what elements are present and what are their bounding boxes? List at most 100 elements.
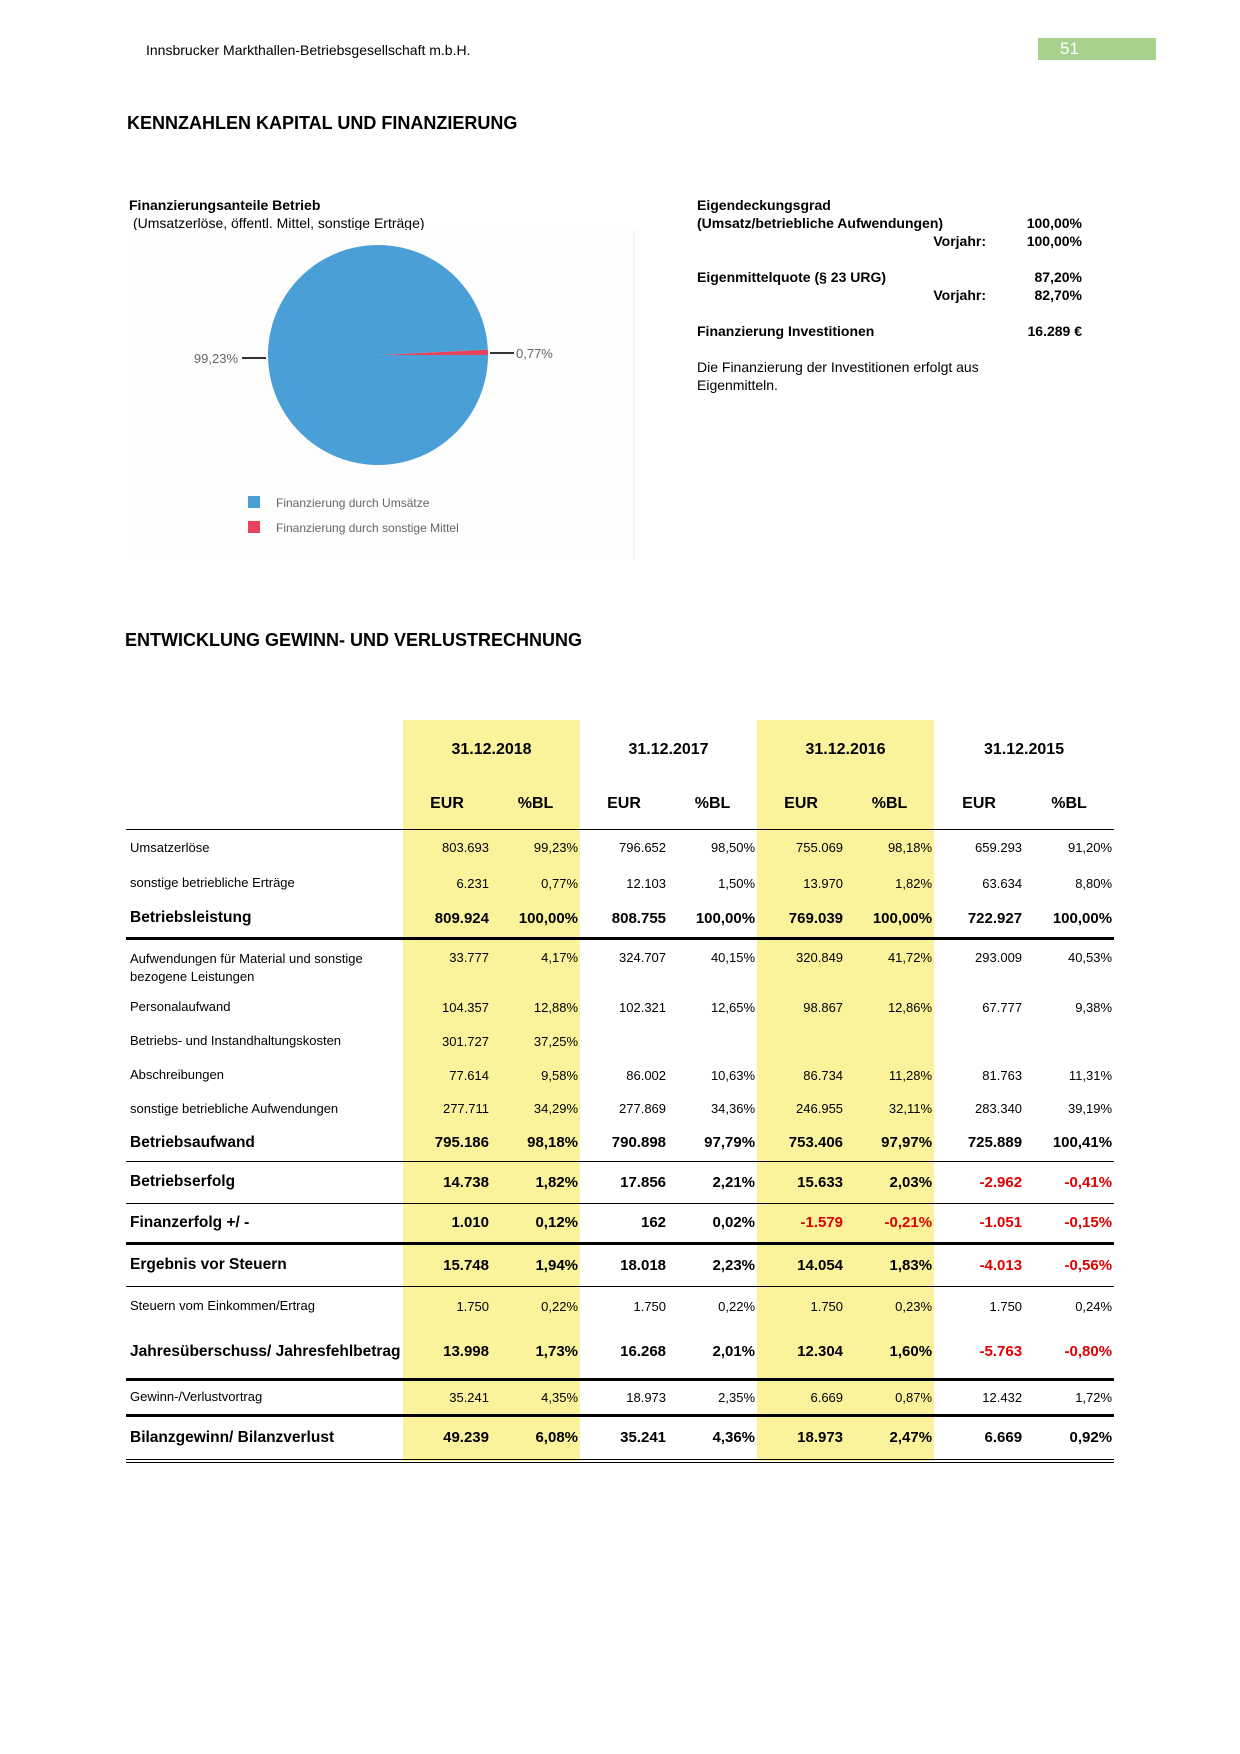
percent-cell: 99,23% — [491, 829, 581, 866]
vorjahr-label: Vorjahr: — [933, 233, 986, 249]
row-label: Steuern vom Einkommen/Ertrag — [130, 1298, 315, 1314]
eur-cell: 320.849 — [757, 938, 846, 990]
eur-cell: 722.927 — [934, 900, 1025, 940]
percent-cell: 1,73% — [491, 1326, 581, 1381]
eur-cell: -1.051 — [934, 1203, 1025, 1245]
eur-cell: 16.268 — [580, 1326, 669, 1381]
eur-cell: 86.002 — [626, 1067, 667, 1083]
invest-label: Finanzierung Investitionen — [697, 323, 875, 339]
eur-cell: 769.039 — [757, 900, 846, 940]
table-row: Personalaufwand 104.357 12,88% 102.321 12,65… — [126, 990, 1114, 1024]
eur-cell: 14.738 — [403, 1161, 491, 1204]
eur-cell: 301.727 — [403, 1024, 491, 1058]
eur-cell: 63.634 — [982, 875, 1023, 891]
eur-cell: 277.869 — [619, 1101, 667, 1116]
percent-cell: 1,82% — [845, 866, 935, 900]
row-label: Aufwendungen für Material und sonstige b… — [130, 950, 363, 984]
percent-cell: 0,22% — [491, 1286, 581, 1326]
percent-cell: 2,01% — [668, 1326, 758, 1381]
eigenmittel-prev: 82,70% — [1034, 287, 1082, 303]
percent-cell: 12,88% — [491, 990, 581, 1024]
percent-cell: 9,38% — [1075, 999, 1113, 1015]
eur-cell: 67.777 — [982, 999, 1023, 1015]
percent-cell: 2,03% — [845, 1161, 935, 1204]
pie-slice-0 — [268, 245, 488, 466]
vorjahr-label: Vorjahr: — [933, 287, 986, 303]
percent-cell: -0,56% — [1024, 1243, 1115, 1287]
eur-cell: 1.750 — [757, 1286, 846, 1326]
eur-cell: 753.406 — [757, 1125, 846, 1162]
eigenmittel-value: 87,20% — [1034, 269, 1082, 285]
legend-swatch-0 — [248, 496, 260, 508]
row-label: Abschreibungen — [130, 1067, 224, 1082]
percent-cell: 100,41% — [1024, 1125, 1115, 1162]
eur-cell: 13.970 — [757, 866, 846, 900]
percent-cell: -0,80% — [1024, 1326, 1115, 1381]
legend-label-0: Finanzierung durch Umsätze — [276, 496, 430, 510]
eur-cell: 246.955 — [757, 1092, 846, 1125]
percent-cell: 2,23% — [668, 1243, 758, 1287]
percent-cell: 8,80% — [1075, 875, 1113, 891]
percent-cell: 98,18% — [491, 1125, 581, 1162]
table-row: Gewinn-/Verlustvortrag 35.241 4,35% 18.973 2… — [126, 1379, 1115, 1417]
percent-cell: 1,94% — [491, 1243, 581, 1287]
eur-cell: 18.018 — [580, 1243, 669, 1287]
table-row: Abschreibungen 77.614 9,58% 86.002 10,63% 86.… — [126, 1058, 1114, 1092]
eur-cell: 796.652 — [619, 840, 667, 856]
percent-cell: -0,41% — [1024, 1161, 1115, 1204]
eur-cell: 1.750 — [403, 1286, 491, 1326]
table-row: Jahresüberschuss/ Jahresfehlbetrag 13.998… — [126, 1326, 1115, 1381]
data-label-1: 0,77% — [516, 346, 553, 361]
pie-chart: 99,23% 0,77% Finanzierung durch Umsätze Fin… — [128, 230, 635, 560]
table-row: Bilanzgewinn/ Bilanzverlust 49.239 6,08% 35… — [126, 1415, 1115, 1463]
percent-cell: 11,31% — [1068, 1067, 1113, 1083]
table-row: Betriebserfolg 14.738 1,82% 17.856 2,21% 15.6… — [126, 1161, 1115, 1204]
page-number: 51 — [1060, 39, 1079, 58]
eur-cell: -5.763 — [934, 1326, 1025, 1381]
eur-cell: 104.357 — [403, 990, 491, 1024]
percent-cell: 12,86% — [845, 990, 935, 1024]
row-label: Jahresüberschuss/ Jahresfehlbetrag — [126, 1326, 403, 1381]
unit-header: EUR — [757, 780, 846, 830]
eur-cell: 659.293 — [975, 840, 1023, 856]
percent-cell: 0,23% — [845, 1286, 935, 1326]
section-title-guv: ENTWICKLUNG GEWINN- UND VERLUSTRECHNUNG — [125, 630, 582, 650]
table-row: Finanzerfolg +/ -1.010 0,12% 162 0,02% -1.57… — [126, 1203, 1115, 1245]
percent-cell: 40,53% — [1067, 949, 1113, 965]
eur-cell: 755.069 — [757, 829, 846, 866]
percent-cell: 98,50% — [710, 840, 756, 856]
row-label: Betriebs- und Instandhaltungskosten — [130, 1033, 342, 1048]
row-label: Umsatzerlöse — [130, 839, 210, 855]
percent-cell: 1,60% — [845, 1326, 935, 1381]
data-label-0: 99,23% — [194, 351, 239, 366]
percent-cell: 1,72% — [1024, 1379, 1115, 1417]
guv-table: 31.12.2018 31.12.2017 31.12.2016 31.12.2015… — [126, 720, 1115, 1463]
pie-slice-1 — [378, 349, 488, 355]
eur-cell: 17.856 — [580, 1161, 669, 1204]
eur-cell: 15.633 — [757, 1161, 846, 1204]
row-label: Ergebnis vor Steuern — [126, 1243, 403, 1287]
invest-note: Die Finanzierung der Investitionen erfol… — [697, 359, 979, 393]
company-header: Innsbrucker Markthallen-Betriebsgesellsc… — [146, 42, 471, 58]
percent-cell — [845, 1024, 935, 1058]
eur-cell: -1.579 — [757, 1203, 846, 1245]
percent-cell: 6,08% — [491, 1415, 581, 1463]
percent-cell — [668, 1024, 757, 1058]
unit-header: EUR — [580, 780, 669, 830]
unit-header: %BL — [491, 780, 581, 830]
row-label: Betriebsleistung — [126, 900, 403, 940]
table-row: Ergebnis vor Steuern 15.748 1,94% 18.018 2,2… — [126, 1243, 1115, 1287]
empty-cell — [126, 720, 403, 780]
percent-cell: 1,50% — [718, 875, 756, 891]
chart-heading: Finanzierungsanteile Betrieb (Umsatzerlö… — [129, 196, 425, 232]
percent-cell: -0,21% — [845, 1203, 935, 1245]
eur-cell: 18.973 — [757, 1415, 846, 1463]
eur-cell: 102.321 — [619, 999, 667, 1015]
year-header: 31.12.2016 — [757, 720, 935, 780]
eur-cell — [934, 1024, 1024, 1058]
percent-cell: 100,00% — [845, 900, 935, 940]
eur-cell: 18.973 — [580, 1379, 669, 1417]
legend-swatch-1 — [248, 521, 260, 533]
table-row: sonstige betriebliche Aufwendungen 277.71… — [126, 1092, 1114, 1125]
percent-cell: 4,17% — [491, 938, 581, 990]
